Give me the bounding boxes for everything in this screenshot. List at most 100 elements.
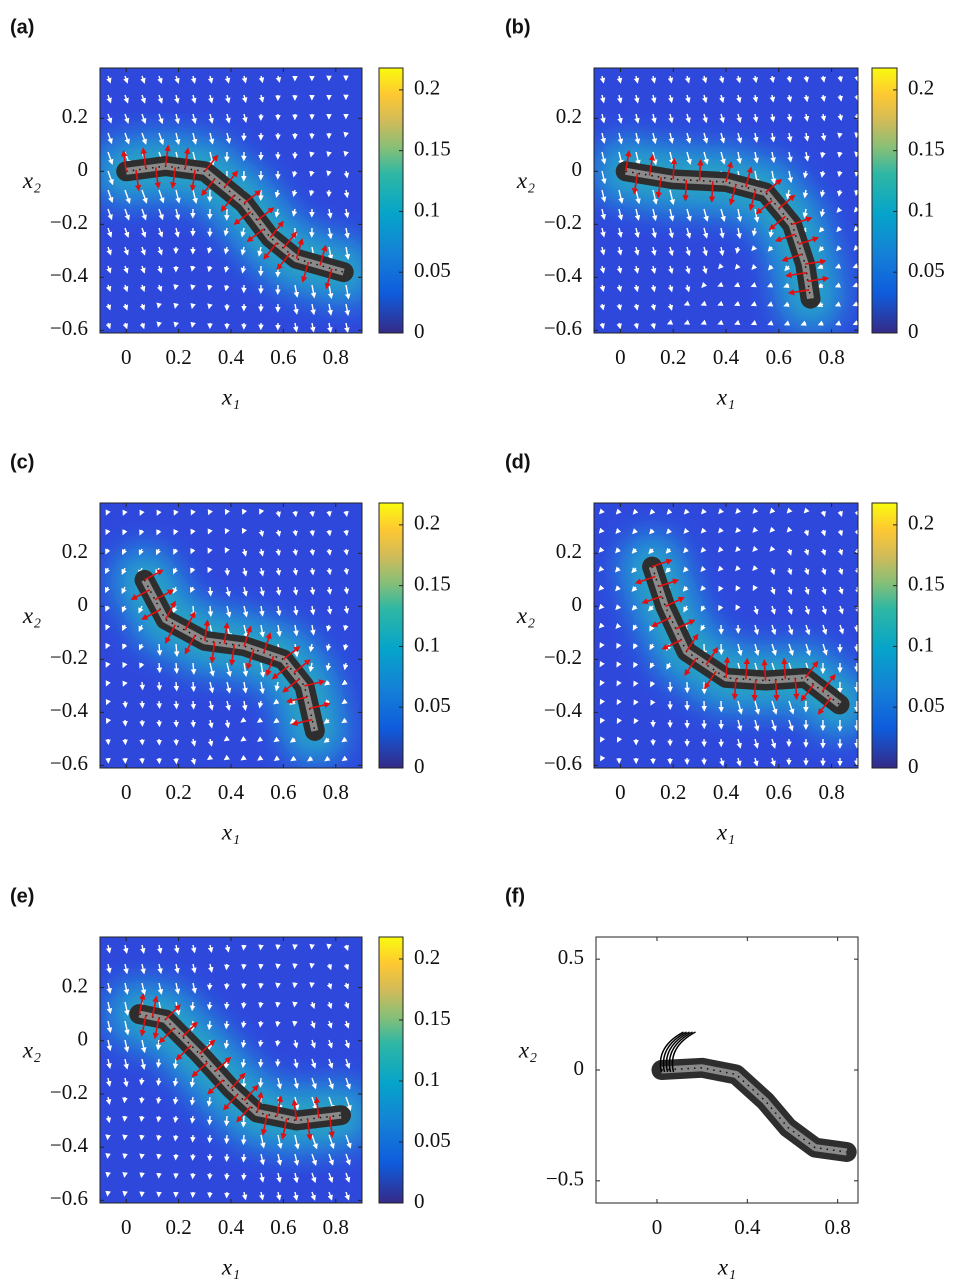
flow-arrow (224, 944, 231, 953)
flow-arrow (344, 1172, 351, 1183)
y-tick-label: 0 (78, 157, 89, 181)
force-arrow (704, 670, 717, 690)
force-arrow (309, 701, 331, 710)
colorbar-tick-label: 0 (908, 319, 919, 343)
flow-arrow (783, 282, 790, 288)
flow-arrow (701, 75, 708, 84)
flow-arrow (122, 303, 129, 311)
flow-arrow (735, 585, 741, 592)
flow-arrow (786, 567, 793, 576)
flow-arrow (259, 567, 265, 577)
y-axis-label: x₂ (22, 603, 41, 628)
flow-arrow (632, 624, 638, 631)
flow-arrow (344, 322, 350, 333)
force-arrow (138, 992, 146, 1015)
force-arrow (778, 194, 796, 210)
flow-arrow (240, 227, 246, 238)
flow-arrow (735, 565, 741, 572)
colorbar-tick-label: 0.15 (908, 136, 945, 160)
flow-arrow (275, 75, 282, 83)
flow-arrow (802, 189, 809, 199)
flow-arrow (105, 944, 112, 954)
force-arrow (265, 655, 275, 677)
flow-arrow (600, 113, 606, 124)
flow-arrow (157, 227, 164, 238)
flow-arrow (632, 508, 639, 515)
force-arrow (319, 244, 328, 266)
flow-arrow (734, 246, 741, 254)
flow-arrow (173, 321, 179, 328)
flow-arrow (223, 227, 230, 237)
flow-arrow (785, 189, 792, 200)
flow-arrow (124, 132, 130, 145)
flow-arrow (700, 508, 707, 515)
flow-arrow (752, 545, 759, 552)
flow-arrow (275, 586, 282, 596)
force-arrow (670, 157, 678, 180)
flow-arrow (276, 605, 282, 617)
flow-arrow (854, 151, 858, 158)
flow-arrow (276, 1153, 283, 1166)
flow-arrow (737, 643, 743, 657)
flow-arrow (770, 170, 777, 185)
force-arrow (743, 657, 751, 680)
y-tick-label: 0.5 (558, 945, 584, 969)
force-arrow (793, 678, 800, 701)
flow-arrow (737, 700, 743, 715)
tail-trace (662, 1031, 687, 1073)
flow-arrow (310, 1058, 317, 1069)
force-arrow (229, 644, 236, 667)
flow-arrow (344, 1039, 350, 1049)
panel: (d) 0 0.2 0.4 0.6 0.8 −0.6 −0.4 −0.2 0 0.2 x₁ x₂ 0 0.0… (505, 451, 945, 844)
flow-arrow (122, 284, 129, 293)
flow-arrow (242, 508, 248, 515)
flow-arrow (105, 509, 111, 516)
flow-arrow (323, 718, 330, 724)
flow-arrow (105, 284, 112, 293)
x-axis-label: x₁ (221, 384, 240, 409)
plot-area (594, 503, 858, 768)
flow-arrow (816, 301, 824, 307)
flow-arrow (138, 605, 144, 614)
flow-arrow (615, 527, 622, 534)
flow-arrow (207, 566, 213, 574)
flow-arrow (617, 132, 624, 145)
y-tick-label: −0.6 (50, 316, 88, 340)
flow-arrow (820, 170, 826, 178)
flow-arrow (784, 265, 791, 272)
flow-arrow (736, 113, 742, 124)
x-axis-label: x₁ (221, 819, 240, 844)
force-arrow (158, 1027, 175, 1044)
flow-arrow (702, 94, 708, 104)
flow-arrow (189, 1001, 196, 1012)
colorbar-tick-label: 0.2 (414, 76, 440, 100)
flow-arrow (651, 246, 657, 256)
flow-arrow (156, 1115, 162, 1123)
flow-arrow (241, 1001, 247, 1009)
flow-arrow (753, 624, 759, 636)
flow-arrow (106, 1001, 113, 1015)
flow-arrow (343, 1001, 350, 1010)
force-arrow (800, 684, 815, 702)
flow-arrow (206, 1096, 213, 1107)
flow-arrow (720, 151, 726, 165)
flow-arrow (787, 624, 794, 636)
flow-arrow (293, 284, 300, 298)
force-arrow (817, 697, 832, 715)
colorbar (378, 502, 404, 769)
flow-arrow (341, 679, 348, 686)
force-arrow (751, 679, 758, 702)
flow-arrow (326, 548, 332, 556)
flow-arrow (106, 963, 112, 974)
flow-arrow (345, 1077, 351, 1090)
colorbar (378, 936, 404, 1204)
flow-arrow (343, 643, 349, 651)
flow-arrow (838, 605, 844, 615)
flow-arrow (172, 567, 178, 575)
flow-arrow (736, 208, 743, 223)
colorbar-tick-label: 0.1 (908, 197, 934, 221)
flow-arrow (106, 1058, 112, 1070)
flow-arrow (700, 300, 707, 306)
flow-arrow (155, 1039, 162, 1051)
x-tick-label: 0.8 (323, 1215, 349, 1239)
